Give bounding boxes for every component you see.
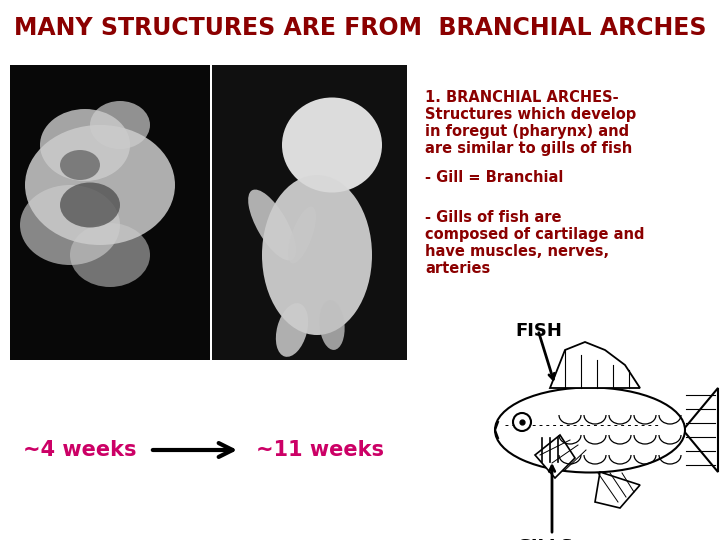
Bar (10, 65, 210, 360)
Polygon shape (535, 435, 575, 478)
Polygon shape (595, 472, 640, 508)
Ellipse shape (262, 175, 372, 335)
Text: - Gill = Branchial: - Gill = Branchial (425, 170, 563, 185)
Ellipse shape (60, 150, 100, 180)
Ellipse shape (40, 109, 130, 181)
Text: Structures which develop: Structures which develop (425, 107, 636, 122)
Ellipse shape (25, 125, 175, 245)
Text: FISH: FISH (515, 322, 562, 340)
Circle shape (513, 413, 531, 431)
Ellipse shape (70, 223, 150, 287)
Text: have muscles, nerves,: have muscles, nerves, (425, 244, 609, 259)
Text: are similar to gills of fish: are similar to gills of fish (425, 141, 632, 156)
Text: ~11 weeks: ~11 weeks (256, 440, 384, 460)
Polygon shape (550, 342, 640, 388)
Ellipse shape (288, 207, 316, 264)
Text: MANY STRUCTURES ARE FROM  BRANCHIAL ARCHES: MANY STRUCTURES ARE FROM BRANCHIAL ARCHE… (14, 16, 706, 40)
Ellipse shape (248, 190, 296, 260)
Text: arteries: arteries (425, 261, 490, 276)
Text: ~4 weeks: ~4 weeks (23, 440, 137, 460)
Ellipse shape (90, 101, 150, 149)
Text: 1. BRANCHIAL ARCHES-: 1. BRANCHIAL ARCHES- (425, 90, 618, 105)
Ellipse shape (276, 303, 308, 357)
Polygon shape (683, 388, 718, 472)
Text: composed of cartilage and: composed of cartilage and (425, 227, 644, 242)
Text: in foregut (pharynx) and: in foregut (pharynx) and (425, 124, 629, 139)
Text: GILLS: GILLS (516, 538, 574, 540)
Text: - Gills of fish are: - Gills of fish are (425, 210, 562, 225)
Ellipse shape (320, 300, 345, 350)
Ellipse shape (495, 388, 685, 472)
Ellipse shape (20, 185, 120, 265)
Bar (212, 65, 407, 360)
Ellipse shape (60, 183, 120, 227)
Ellipse shape (282, 98, 382, 192)
